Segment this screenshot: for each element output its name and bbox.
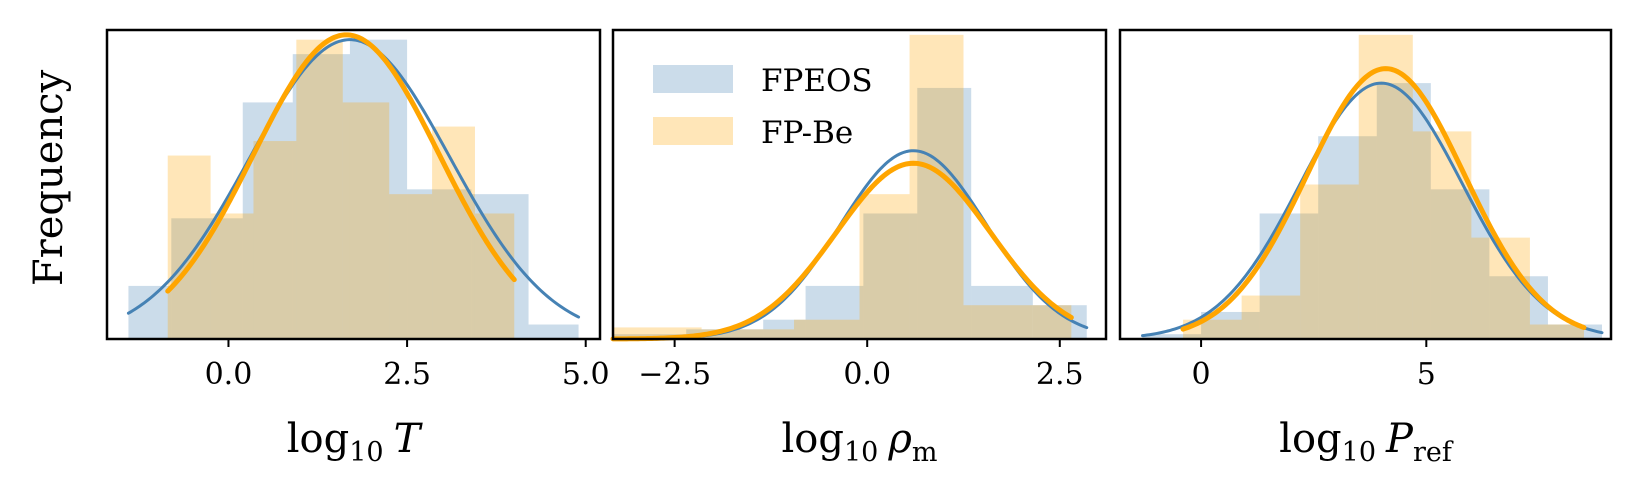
hist-bar: [407, 189, 472, 339]
hist-bar: [863, 213, 918, 339]
histogram-fpeos: [613, 87, 1087, 339]
histogram-fpeos: [1142, 83, 1602, 339]
x-axis-label: log10 ρm: [782, 416, 938, 468]
x-axis-label: log10 T: [287, 416, 424, 468]
x-tick-label: 0.0: [205, 357, 253, 392]
histogram-fpeos: [128, 39, 579, 339]
hist-bar: [1300, 184, 1359, 339]
hist-bar: [1376, 83, 1431, 339]
hist-bar: [342, 102, 390, 339]
hist-bar: [292, 54, 350, 339]
hist-bar: [1529, 324, 1584, 339]
hist-bar: [1142, 334, 1202, 339]
hist-bar: [349, 39, 408, 339]
hist-bar: [794, 319, 860, 339]
y-axis-label: Frequency: [26, 69, 72, 286]
x-tick-label: 5.0: [562, 357, 610, 392]
axes-frame: [105, 28, 602, 341]
hist-bar: [242, 102, 293, 339]
x-tick-label: 0: [1192, 357, 1211, 392]
x-tick-label: −2.5: [638, 357, 711, 392]
hist-bar: [917, 87, 972, 339]
hist-bar: [963, 305, 1033, 339]
hist-bar: [859, 194, 910, 339]
x-tick-label: 2.5: [1036, 357, 1084, 392]
hist-bar: [128, 285, 172, 339]
fit-curve-fpeos: [126, 38, 581, 319]
hist-bar: [389, 194, 433, 339]
hist-bar: [701, 329, 795, 339]
chart-panel-P: 0 5 log10 Pref: [1118, 28, 1613, 468]
legend-label-fp-be: FP-Be: [761, 115, 853, 151]
hist-bar: [613, 327, 702, 339]
hist-bar: [1358, 34, 1413, 339]
hist-bar: [1412, 131, 1472, 339]
chart-panel-rho: −2.5 0.0 2.5 log10 ρm FPEOS FP-Be: [610, 28, 1108, 468]
hist-bar: [1259, 213, 1319, 339]
hist-bar: [805, 285, 864, 339]
histogram-fp-be: [167, 39, 515, 339]
legend-label-fpeos: FPEOS: [761, 63, 873, 99]
legend-swatch-fp-be: [653, 117, 733, 145]
x-tick-label: 5: [1417, 357, 1436, 392]
hist-bar: [971, 285, 1033, 339]
fit-curve-fp-be: [165, 32, 517, 294]
hist-bar: [253, 141, 297, 339]
axes-frame: [611, 28, 1108, 341]
hist-bar: [1032, 305, 1072, 339]
x-axis-label: log10 Pref: [1279, 416, 1454, 468]
hist-bar: [1318, 136, 1377, 339]
hist-bar: [528, 324, 579, 339]
fit-curve-fp-be: [610, 160, 1074, 342]
hist-bar: [296, 39, 343, 339]
hist-bar: [686, 329, 764, 339]
hist-bar: [1489, 276, 1548, 339]
histogram-fp-be: [1183, 34, 1584, 339]
hist-bar: [210, 213, 254, 339]
hist-bar: [1241, 295, 1301, 339]
x-tick-label: 2.5: [383, 357, 431, 392]
legend: FPEOS FP-Be: [653, 63, 873, 151]
fit-curve-fp-be: [1180, 66, 1587, 332]
legend-swatch-fpeos: [653, 65, 733, 93]
x-tick-label: 0.0: [843, 357, 891, 392]
hist-bar: [763, 319, 806, 339]
chart-panel-T: 0.0 2.5 5.0 log10 T: [105, 28, 610, 468]
axes-frame: [1118, 28, 1613, 341]
